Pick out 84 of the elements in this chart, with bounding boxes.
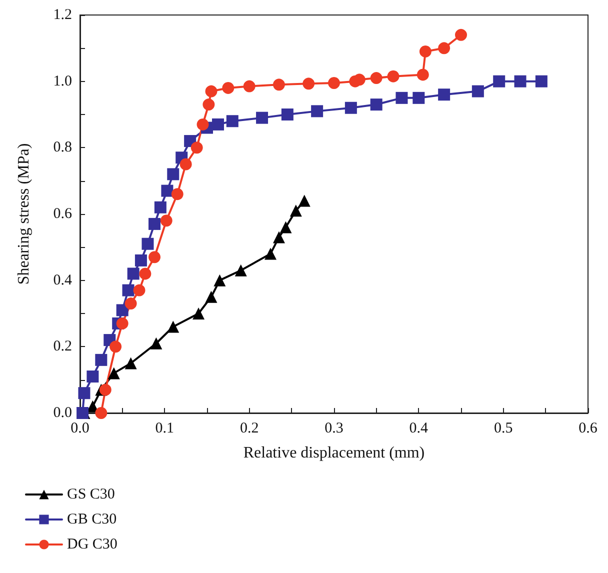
legend-label: DG C30	[67, 536, 118, 552]
point	[127, 268, 140, 280]
point	[99, 384, 112, 396]
point	[160, 214, 172, 227]
point	[190, 142, 203, 154]
point	[142, 238, 154, 250]
y-axis-title: Shearing stress (MPa)	[16, 143, 32, 285]
x-tick-label: 0.4	[409, 420, 429, 436]
point	[110, 340, 122, 353]
point	[272, 231, 285, 244]
legend-label: GB C30	[67, 512, 117, 528]
point	[419, 45, 432, 58]
point	[280, 221, 292, 234]
y-tick-label: 0.0	[53, 405, 72, 421]
point	[86, 370, 99, 383]
point	[387, 70, 400, 82]
point	[161, 184, 174, 197]
point	[171, 188, 184, 200]
point	[148, 218, 161, 230]
point	[124, 357, 137, 370]
point	[116, 304, 128, 316]
point	[438, 88, 450, 101]
point	[196, 118, 209, 130]
point	[133, 284, 146, 296]
point	[95, 354, 108, 366]
point	[514, 75, 526, 88]
x-tick-label: 0.1	[155, 420, 174, 436]
y-tick-label: 0.8	[53, 140, 72, 156]
y-tick-label: 0.2	[53, 338, 72, 355]
legend-label: GS C30	[67, 486, 115, 502]
point	[412, 92, 425, 104]
point	[370, 72, 382, 84]
point	[78, 387, 90, 400]
point	[180, 158, 192, 170]
point	[124, 298, 137, 310]
point	[370, 98, 382, 111]
point	[222, 82, 234, 94]
point	[139, 268, 152, 280]
y-tick-label: 0.6	[53, 206, 72, 222]
x-tick-label: 0.2	[240, 420, 259, 436]
point	[192, 308, 205, 320]
point	[226, 115, 238, 128]
point	[243, 80, 256, 92]
point	[493, 75, 506, 88]
y-tick-label: 1.0	[53, 73, 72, 90]
y-tick-label: 0.4	[53, 272, 72, 288]
point	[535, 75, 548, 88]
point	[256, 112, 268, 124]
point	[167, 320, 180, 333]
point	[311, 105, 324, 118]
point	[148, 251, 161, 264]
point	[472, 85, 484, 98]
x-tick-label: 0.0	[70, 420, 90, 436]
point	[281, 108, 294, 120]
point	[328, 76, 340, 89]
point	[108, 367, 120, 380]
x-tick-label: 0.6	[578, 420, 598, 436]
point	[95, 407, 108, 419]
point	[205, 290, 218, 303]
point	[298, 194, 310, 207]
point	[290, 204, 302, 217]
point	[302, 78, 315, 90]
point	[264, 248, 276, 260]
point	[154, 201, 166, 214]
point	[416, 68, 429, 81]
y-tick-label: 1.2	[53, 7, 72, 23]
point	[438, 42, 450, 54]
point	[134, 254, 147, 266]
point	[122, 284, 134, 296]
point	[150, 337, 162, 350]
x-axis-title: Relative displacement (mm)	[243, 444, 425, 462]
x-tick-label: 0.3	[324, 420, 344, 436]
point	[167, 168, 180, 180]
point	[344, 102, 357, 114]
x-tick-label: 0.5	[494, 420, 513, 436]
point	[205, 85, 218, 98]
point	[455, 28, 467, 41]
point	[214, 274, 226, 286]
point	[202, 98, 215, 111]
point	[272, 78, 285, 91]
point	[212, 118, 224, 130]
point	[396, 92, 408, 104]
point	[234, 264, 247, 276]
point	[116, 317, 128, 330]
